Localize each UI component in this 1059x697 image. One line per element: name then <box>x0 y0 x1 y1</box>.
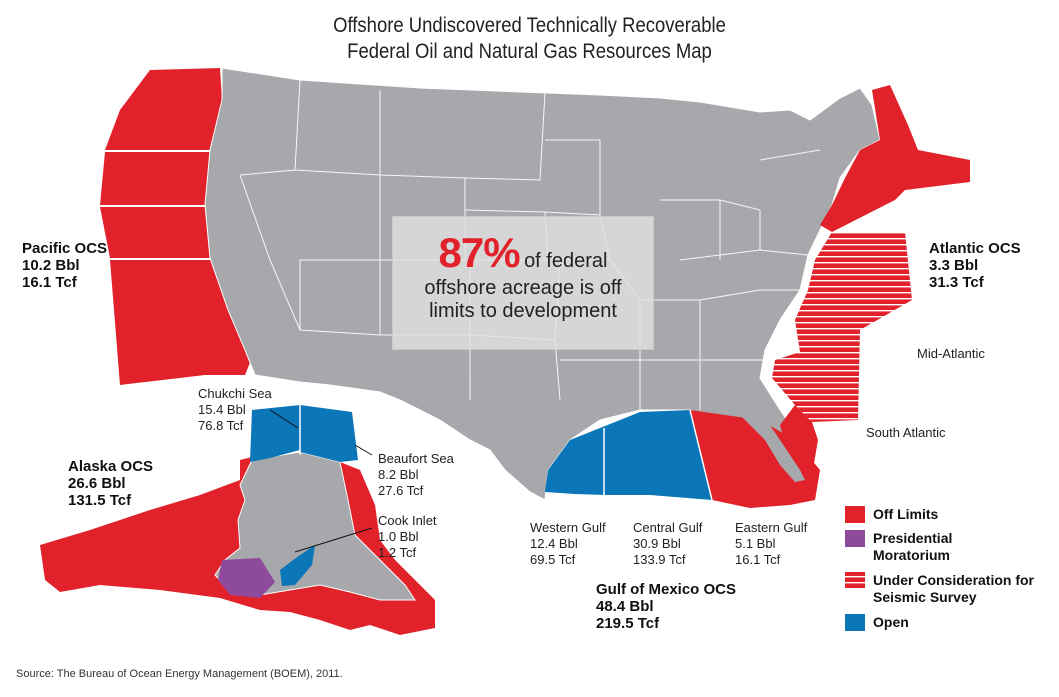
eastern-gulf-gas: 16.1 Tcf <box>735 552 781 567</box>
central-gulf-name: Central Gulf <box>633 520 703 535</box>
cook-name: Cook Inlet <box>378 513 437 528</box>
atlantic-name: Atlantic OCS <box>929 240 1021 257</box>
eastern-gulf-name: Eastern Gulf <box>735 520 808 535</box>
beaufort-sea-label: Beaufort Sea 8.2 Bbl 27.6 Tcf <box>378 451 454 499</box>
callout-line-3: limits to development <box>429 300 617 322</box>
legend-label-seismic: Under Consideration for Seismic Survey <box>873 572 1035 605</box>
callout-line-1: of federal <box>524 250 608 272</box>
beaufort-name: Beaufort Sea <box>378 451 454 466</box>
atlantic-ocs-label: Atlantic OCS 3.3 Bbl 31.3 Tcf <box>929 240 1021 291</box>
western-gulf-name: Western Gulf <box>530 520 606 535</box>
western-gulf-label: Western Gulf 12.4 Bbl 69.5 Tcf <box>530 520 606 568</box>
mid-atlantic-label: Mid-Atlantic <box>917 346 985 361</box>
map-title-line-1: Offshore Undiscovered Technically Recove… <box>333 14 726 37</box>
gulf-gas: 219.5 Tcf <box>596 615 660 632</box>
off-limits-swatch <box>845 506 865 523</box>
alaska-gas: 131.5 Tcf <box>68 492 132 509</box>
alaska-ocs-label: Alaska OCS 26.6 Bbl 131.5 Tcf <box>68 458 153 509</box>
pacific-oil: 10.2 Bbl <box>22 257 80 274</box>
central-gulf-label: Central Gulf 30.9 Bbl 133.9 Tcf <box>633 520 702 568</box>
alaska-name: Alaska OCS <box>68 458 154 475</box>
chukchi-oil: 15.4 Bbl <box>198 402 246 417</box>
legend-item-off-limits: Off Limits <box>845 506 938 523</box>
pacific-ocs-area <box>100 68 255 385</box>
western-central-gulf-area <box>545 409 713 501</box>
eastern-gulf-label: Eastern Gulf 5.1 Bbl 16.1 Tcf <box>735 520 807 568</box>
atlantic-oil: 3.3 Bbl <box>929 257 979 274</box>
cook-gas: 1.2 Tcf <box>378 545 417 560</box>
legend-item-open: Open <box>845 614 909 631</box>
pacific-name: Pacific OCS <box>22 240 108 257</box>
open-swatch <box>845 614 865 631</box>
pacific-ocs-label: Pacific OCS 10.2 Bbl 16.1 Tcf <box>22 240 107 291</box>
eastern-gulf-area <box>690 405 820 508</box>
legend-item-seismic: Under Consideration for Seismic Survey <box>845 572 1043 606</box>
eastern-gulf-oil: 5.1 Bbl <box>735 536 776 551</box>
cook-inlet-label: Cook Inlet 1.0 Bbl 1.2 Tcf <box>378 513 437 561</box>
callout-line-2: offshore acreage is off <box>424 277 622 299</box>
western-gulf-gas: 69.5 Tcf <box>530 552 576 567</box>
atlantic-gas: 31.3 Tcf <box>929 274 984 291</box>
gulf-oil: 48.4 Bbl <box>596 598 654 615</box>
gulf-ocs-label: Gulf of Mexico OCS 48.4 Bbl 219.5 Tcf <box>596 581 736 632</box>
central-gulf-gas: 133.9 Tcf <box>633 552 686 567</box>
callout-percent: 87% <box>438 229 521 276</box>
chukchi-sea-label: Chukchi Sea 15.4 Bbl 76.8 Tcf <box>198 386 272 434</box>
off-limits-callout: 87% of federal offshore acreage is off l… <box>392 216 654 350</box>
south-atlantic-label: South Atlantic <box>866 425 946 440</box>
moratorium-swatch <box>845 530 865 547</box>
pacific-gas: 16.1 Tcf <box>22 274 77 291</box>
gulf-name: Gulf of Mexico OCS <box>596 581 737 598</box>
legend-label-off-limits: Off Limits <box>873 506 939 522</box>
alaska-oil: 26.6 Bbl <box>68 475 126 492</box>
legend-item-moratorium: Presidential Moratorium <box>845 530 1003 564</box>
seismic-swatch <box>845 572 865 589</box>
beaufort-gas: 27.6 Tcf <box>378 483 424 498</box>
map-title-line-2: Federal Oil and Natural Gas Resources Ma… <box>347 40 712 63</box>
beaufort-oil: 8.2 Bbl <box>378 467 419 482</box>
chukchi-name: Chukchi Sea <box>198 386 272 401</box>
cook-oil: 1.0 Bbl <box>378 529 419 544</box>
chukchi-gas: 76.8 Tcf <box>198 418 244 433</box>
western-gulf-oil: 12.4 Bbl <box>530 536 578 551</box>
legend-label-open: Open <box>873 614 909 630</box>
atlantic-ocs-area <box>772 85 970 422</box>
legend-label-moratorium: Presidential Moratorium <box>873 530 953 563</box>
alaska-ocs-area <box>40 405 435 635</box>
source-note: Source: The Bureau of Ocean Energy Manag… <box>16 668 343 680</box>
central-gulf-oil: 30.9 Bbl <box>633 536 681 551</box>
